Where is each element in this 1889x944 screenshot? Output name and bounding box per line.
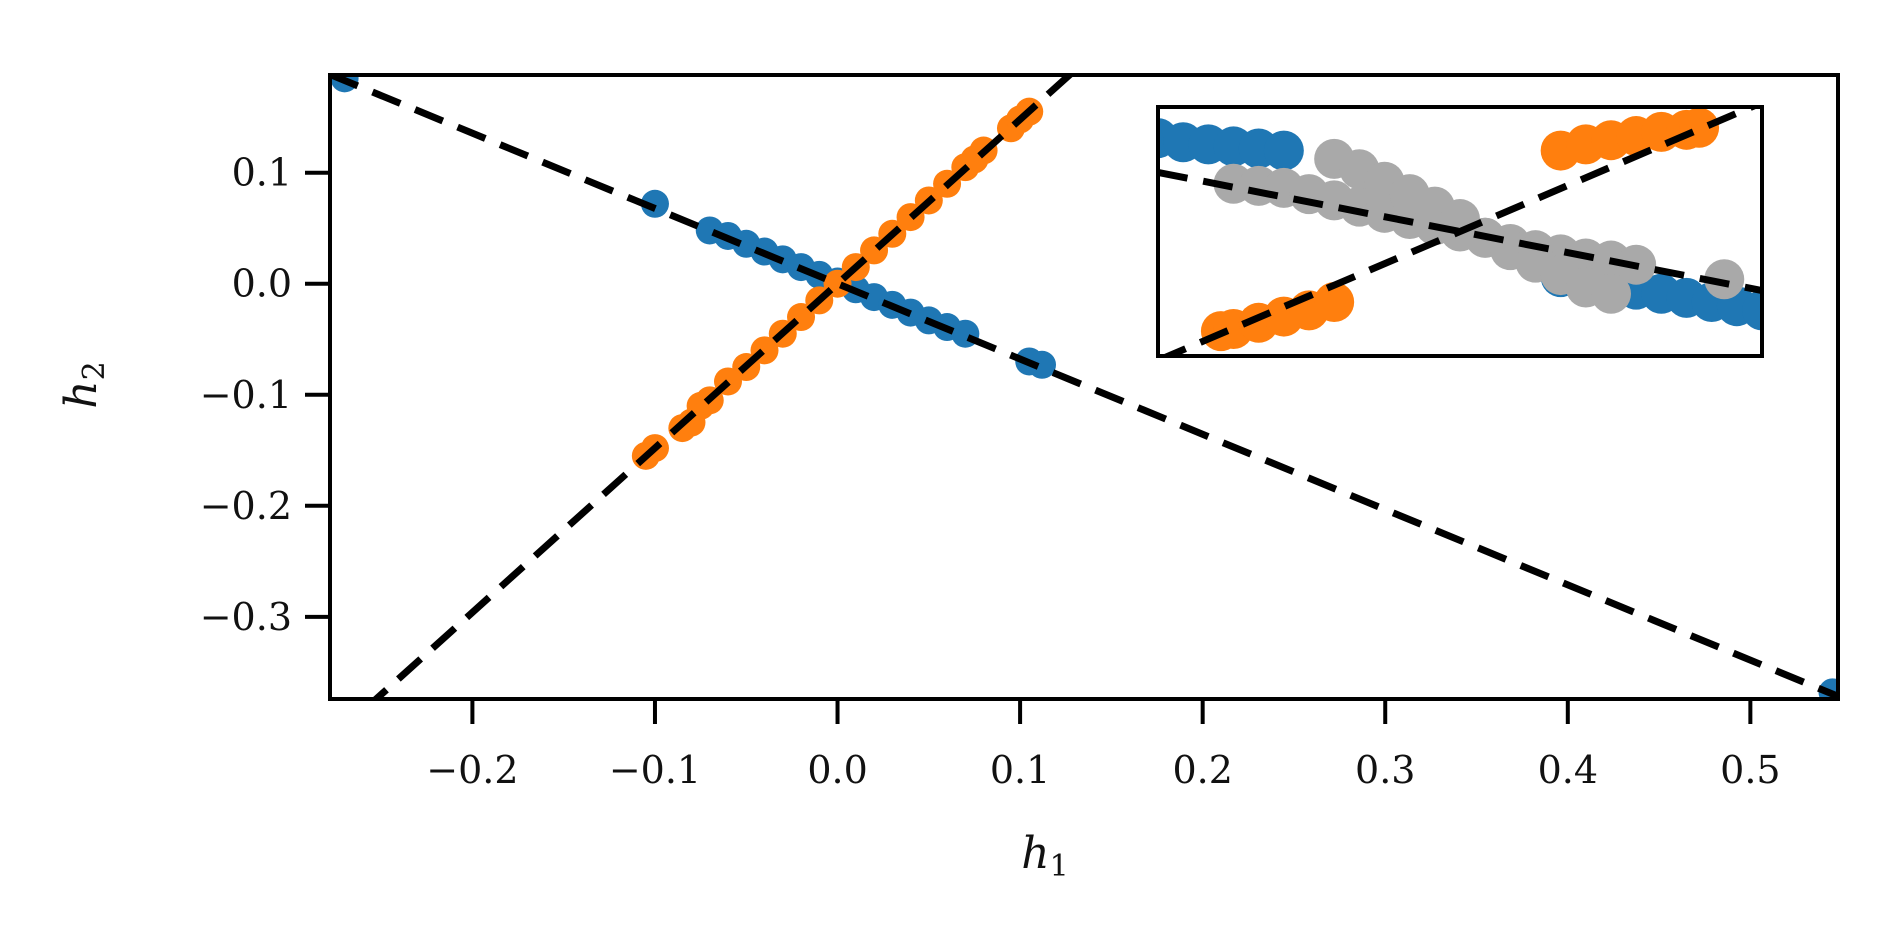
y-tick-label: 0.0 — [232, 262, 292, 306]
inset-point-blue — [1742, 290, 1762, 331]
x-tick-label: −0.2 — [426, 748, 518, 792]
y-tick-label: −0.3 — [200, 595, 292, 639]
inset-frame — [1156, 105, 1764, 358]
inset-point-orange — [1314, 282, 1355, 323]
plot-layer — [330, 75, 1838, 699]
y-tick-label: 0.1 — [232, 151, 292, 195]
x-tick-label: 0.2 — [1172, 748, 1232, 792]
x-axis-label: h1 — [1021, 828, 1068, 884]
x-tick-label: 0.4 — [1538, 748, 1598, 792]
inset-point-gray — [1591, 273, 1631, 314]
y-tick-label: −0.1 — [200, 373, 292, 417]
x-tick-label: −0.1 — [609, 748, 701, 792]
plot-frame — [328, 73, 1840, 701]
reference-line-1 — [370, 75, 1075, 699]
x-tick-label: 0.5 — [1720, 748, 1780, 792]
scatter-point-blue — [640, 189, 669, 218]
y-tick-label: −0.2 — [200, 484, 292, 528]
axis-layer: −0.2 −0.1 0.0 0.1 0.2 0.3 0.4 0.5 0.1 0.0 −0.1 −0.2… — [200, 73, 1840, 792]
x-tick-label: 0.1 — [990, 748, 1050, 792]
x-tick-label: 0.0 — [807, 748, 867, 792]
inset-plot — [1158, 107, 1762, 356]
main-plot — [330, 75, 1838, 699]
scatter-point-blue — [1028, 350, 1057, 379]
x-tick-label: 0.3 — [1355, 748, 1415, 792]
inset-reference-line-1 — [1159, 107, 1761, 356]
inset-point-blue — [1263, 130, 1304, 171]
y-axis-label: h2 — [56, 361, 112, 408]
inset-reference-line-2 — [1158, 168, 1762, 295]
reference-line-2 — [330, 75, 1838, 699]
inset-point-orange — [1679, 107, 1720, 148]
inset-point-gray — [1704, 259, 1745, 300]
